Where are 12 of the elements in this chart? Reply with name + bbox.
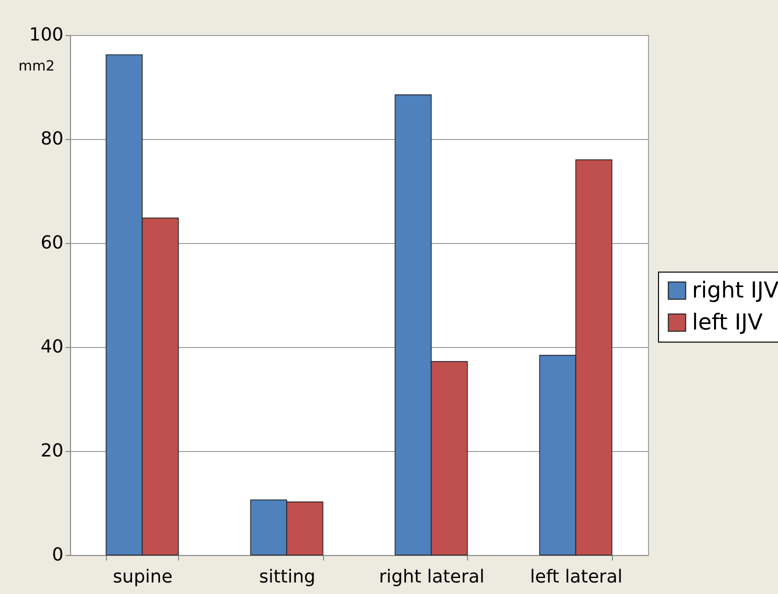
x-tick-label: supine [112,566,173,588]
y-tick-label: 100 [29,24,64,46]
x-tick-label: sitting [259,566,316,588]
y-tick-label: 0 [52,544,64,566]
y-tick-label: 60 [40,232,64,254]
y-tick-label: 20 [40,440,64,462]
y-tick-label: 80 [40,128,64,150]
x-tick-label: right lateral [378,566,485,588]
y-axis-title: mm2 [18,58,55,74]
legend-label: left IJV [692,310,763,336]
y-tick-label: 40 [40,336,64,358]
x-tick-label: left lateral [530,566,622,588]
